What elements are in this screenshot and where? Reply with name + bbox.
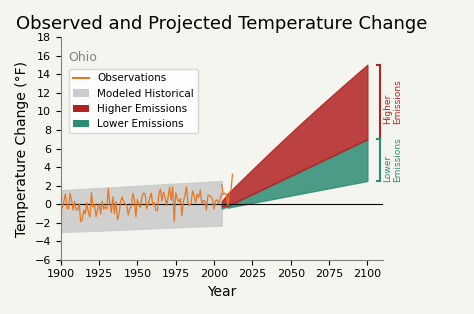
Y-axis label: Temperature Change (°F): Temperature Change (°F) (15, 61, 29, 236)
Text: Higher
Emissions: Higher Emissions (383, 80, 402, 124)
Title: Observed and Projected Temperature Change: Observed and Projected Temperature Chang… (16, 15, 428, 33)
X-axis label: Year: Year (207, 285, 237, 299)
Text: Lower
Emissions: Lower Emissions (383, 138, 402, 182)
Legend: Observations, Modeled Historical, Higher Emissions, Lower Emissions: Observations, Modeled Historical, Higher… (69, 69, 198, 133)
Text: Ohio: Ohio (68, 51, 97, 64)
